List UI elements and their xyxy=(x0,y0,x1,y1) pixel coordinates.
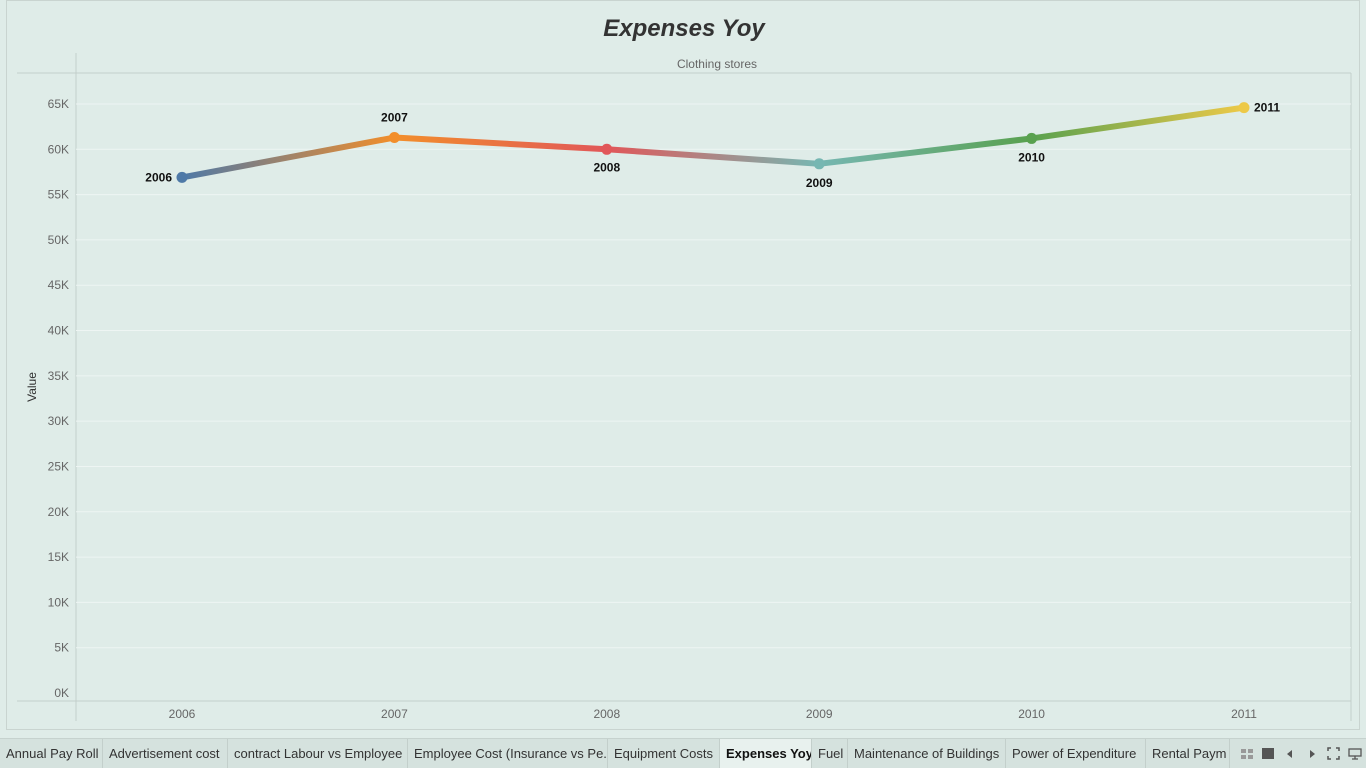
x-tick-label: 2007 xyxy=(381,707,408,721)
y-tick-label: 40K xyxy=(48,324,69,338)
dashboard: Expenses Yoy Clothing stores Value 0K 5K 1… xyxy=(6,0,1360,730)
data-point[interactable] xyxy=(176,171,188,183)
y-tick-label: 30K xyxy=(48,414,69,428)
tab-controls xyxy=(1232,739,1366,768)
data-point[interactable] xyxy=(388,132,400,144)
y-tick-label: 35K xyxy=(48,369,69,383)
y-tick-label: 60K xyxy=(48,142,69,156)
y-tick-label: 5K xyxy=(54,641,69,655)
y-axis-label: Value xyxy=(25,372,39,402)
y-tick-label: 10K xyxy=(48,595,69,609)
x-tick-label: 2010 xyxy=(1018,707,1045,721)
x-tick-label: 2006 xyxy=(169,707,196,721)
data-point[interactable] xyxy=(601,143,613,155)
tab-6[interactable]: Fuel xyxy=(812,739,848,768)
line-chart: Clothing stores Value 0K 5K 10K 15K 20K 25K 30… xyxy=(17,53,1352,721)
grid-view-icon[interactable] xyxy=(1239,746,1255,762)
y-tick-label: 55K xyxy=(48,188,69,202)
x-tick-label: 2011 xyxy=(1231,707,1257,721)
prev-tab-icon[interactable] xyxy=(1282,746,1298,762)
data-label: 2008 xyxy=(593,160,620,174)
tab-8[interactable]: Power of Expenditure xyxy=(1006,739,1146,768)
data-label: 2011 xyxy=(1254,101,1280,115)
sheet-tab-bar: Annual Pay Roll Advertisement cost contrac… xyxy=(0,738,1366,768)
tab-2[interactable]: contract Labour vs Employee xyxy=(228,739,408,768)
tab-3[interactable]: Employee Cost (Insurance vs Pe... xyxy=(408,739,608,768)
data-label: 2009 xyxy=(806,176,833,190)
page-title: Expenses Yoy xyxy=(603,15,765,42)
series-line xyxy=(179,104,1247,181)
y-tick-label: 65K xyxy=(48,97,69,111)
y-tick-label: 15K xyxy=(48,550,69,564)
presentation-icon[interactable] xyxy=(1347,746,1363,762)
data-point[interactable] xyxy=(1238,102,1250,114)
x-tick-label: 2009 xyxy=(806,707,833,721)
y-tick-label: 20K xyxy=(48,505,69,519)
data-labels: 2006 2007 2008 2009 2010 2011 xyxy=(145,101,1280,190)
tab-5[interactable]: Expenses Yoy xyxy=(720,739,812,768)
next-tab-icon[interactable] xyxy=(1304,746,1320,762)
data-point[interactable] xyxy=(813,158,825,170)
sheet-view-icon[interactable] xyxy=(1260,746,1276,762)
y-tick-label: 0K xyxy=(54,686,69,700)
y-tick-label: 25K xyxy=(48,459,69,473)
y-tick-label: 50K xyxy=(48,233,69,247)
data-points xyxy=(176,102,1250,183)
y-axis-ticks: 0K 5K 10K 15K 20K 25K 30K 35K 40K 45K 50K 55K 60K 65K xyxy=(48,97,69,700)
panel-header: Clothing stores xyxy=(677,57,757,71)
y-tick-label: 45K xyxy=(48,278,69,292)
data-point[interactable] xyxy=(1026,132,1038,144)
tab-0[interactable]: Annual Pay Roll xyxy=(0,739,103,768)
gridlines xyxy=(76,103,1351,649)
x-axis-ticks: 2006 2007 2008 2009 2010 2011 xyxy=(169,707,1258,721)
tab-1[interactable]: Advertisement cost xyxy=(103,739,228,768)
tab-9[interactable]: Rental Paym xyxy=(1146,739,1230,768)
data-label: 2007 xyxy=(381,111,408,125)
x-tick-label: 2008 xyxy=(593,707,620,721)
data-label: 2010 xyxy=(1018,150,1045,164)
tab-4[interactable]: Equipment Costs xyxy=(608,739,720,768)
tab-7[interactable]: Maintenance of Buildings xyxy=(848,739,1006,768)
fullscreen-icon[interactable] xyxy=(1325,746,1341,762)
data-label: 2006 xyxy=(145,170,172,184)
